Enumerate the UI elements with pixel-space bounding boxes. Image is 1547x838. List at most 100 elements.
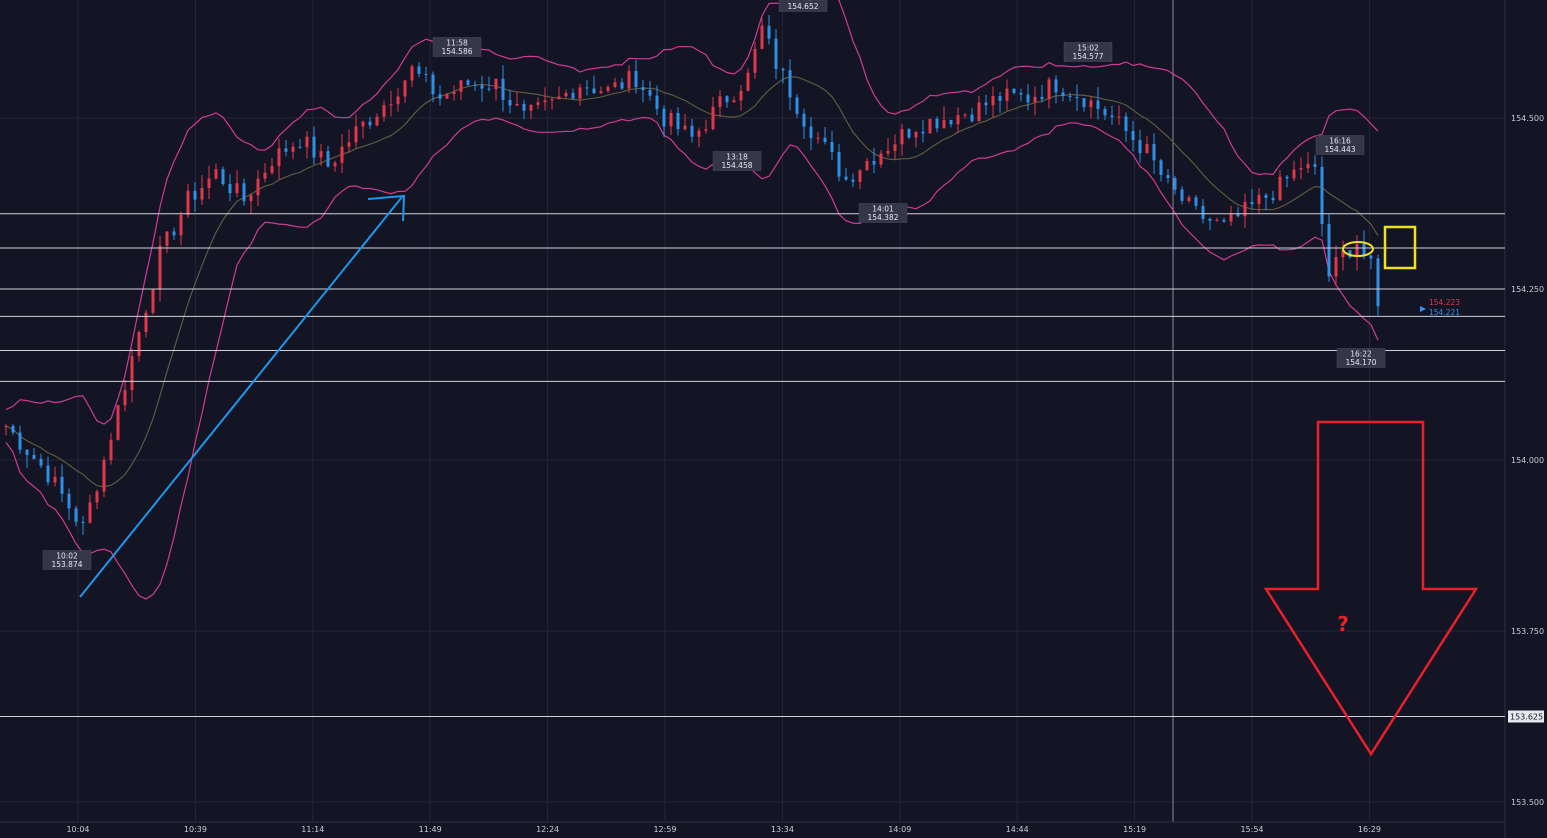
candle[interactable] xyxy=(32,447,36,460)
candle[interactable] xyxy=(900,123,904,156)
candle[interactable] xyxy=(718,89,722,118)
candle[interactable] xyxy=(1068,92,1072,102)
candle[interactable] xyxy=(858,169,862,190)
candle[interactable] xyxy=(739,84,743,111)
candle[interactable] xyxy=(172,227,176,240)
candle[interactable] xyxy=(158,235,162,302)
candle[interactable] xyxy=(1047,77,1051,109)
candle[interactable] xyxy=(354,114,358,149)
candle[interactable] xyxy=(921,119,925,143)
candle[interactable] xyxy=(571,88,575,100)
candle[interactable] xyxy=(1243,193,1247,228)
candle[interactable] xyxy=(46,456,50,486)
candle[interactable] xyxy=(984,94,988,115)
candle[interactable] xyxy=(816,132,820,144)
candle[interactable] xyxy=(1096,87,1100,120)
candle[interactable] xyxy=(508,89,512,114)
candle[interactable] xyxy=(585,80,589,96)
candle[interactable] xyxy=(466,78,470,87)
candle[interactable] xyxy=(1040,84,1044,103)
candle[interactable] xyxy=(1215,217,1219,222)
candle[interactable] xyxy=(25,449,29,469)
candle[interactable] xyxy=(312,126,316,165)
candle[interactable] xyxy=(788,59,792,111)
candle[interactable] xyxy=(214,163,218,180)
candle[interactable] xyxy=(1271,190,1275,204)
candle[interactable] xyxy=(1075,84,1079,112)
candle[interactable] xyxy=(529,104,533,120)
candle[interactable] xyxy=(144,309,148,338)
candle[interactable] xyxy=(417,62,421,78)
candle[interactable] xyxy=(613,77,617,89)
candle[interactable] xyxy=(39,453,43,469)
candle[interactable] xyxy=(669,109,673,135)
candle[interactable] xyxy=(445,92,449,99)
candle[interactable] xyxy=(1089,96,1093,119)
candle[interactable] xyxy=(431,71,435,103)
candle[interactable] xyxy=(991,86,995,119)
candle[interactable] xyxy=(221,166,225,186)
candle[interactable] xyxy=(1229,205,1233,227)
candle[interactable] xyxy=(970,108,974,123)
candle[interactable] xyxy=(403,79,407,103)
candle[interactable] xyxy=(361,120,365,139)
candle[interactable] xyxy=(1313,155,1317,175)
trend-arrow-head[interactable] xyxy=(367,194,406,222)
candle[interactable] xyxy=(130,348,134,403)
candle[interactable] xyxy=(1376,254,1380,316)
candle[interactable] xyxy=(396,88,400,112)
candle[interactable] xyxy=(375,113,379,127)
candle[interactable] xyxy=(1124,112,1128,143)
candle[interactable] xyxy=(291,142,295,160)
candle[interactable] xyxy=(998,91,1002,113)
candle[interactable] xyxy=(4,423,8,436)
candle[interactable] xyxy=(753,42,757,79)
candle[interactable] xyxy=(319,143,323,166)
candle[interactable] xyxy=(1236,206,1240,218)
candle[interactable] xyxy=(53,466,57,487)
candle[interactable] xyxy=(242,178,246,206)
candle[interactable] xyxy=(886,137,890,157)
horizontal-levels[interactable] xyxy=(0,213,1505,717)
candle[interactable] xyxy=(1180,186,1184,205)
candle[interactable] xyxy=(424,66,428,83)
candle[interactable] xyxy=(1159,158,1163,182)
drawings[interactable]: ? xyxy=(79,194,1479,757)
candle[interactable] xyxy=(88,494,92,524)
candle[interactable] xyxy=(550,97,554,110)
candle[interactable] xyxy=(662,105,666,138)
candle[interactable] xyxy=(1005,79,1009,111)
candle[interactable] xyxy=(606,84,610,94)
candle[interactable] xyxy=(648,80,652,101)
candle[interactable] xyxy=(249,193,253,214)
candle[interactable] xyxy=(515,91,519,106)
candle[interactable] xyxy=(270,158,274,175)
candle[interactable] xyxy=(725,95,729,108)
candle[interactable] xyxy=(809,117,813,150)
candle[interactable] xyxy=(228,174,232,202)
candle[interactable] xyxy=(494,78,498,101)
candle[interactable] xyxy=(116,404,120,441)
candle[interactable] xyxy=(592,75,596,95)
candle[interactable] xyxy=(907,127,911,140)
candle[interactable] xyxy=(1145,135,1149,154)
candlesticks[interactable] xyxy=(4,15,1380,535)
candle[interactable] xyxy=(151,289,155,315)
candle[interactable] xyxy=(711,96,715,131)
candle[interactable] xyxy=(942,106,946,129)
candle[interactable] xyxy=(851,173,855,188)
candle[interactable] xyxy=(795,94,799,118)
candle[interactable] xyxy=(60,464,64,502)
candle[interactable] xyxy=(914,131,918,148)
candle[interactable] xyxy=(298,138,302,149)
candle[interactable] xyxy=(1138,129,1142,163)
candle[interactable] xyxy=(949,119,953,128)
candle[interactable] xyxy=(1033,86,1037,116)
candle[interactable] xyxy=(865,157,869,171)
candle[interactable] xyxy=(704,119,708,134)
candle[interactable] xyxy=(347,129,351,153)
candle[interactable] xyxy=(102,456,106,497)
candle[interactable] xyxy=(1082,98,1086,112)
candle[interactable] xyxy=(830,131,834,160)
candle[interactable] xyxy=(480,75,484,102)
